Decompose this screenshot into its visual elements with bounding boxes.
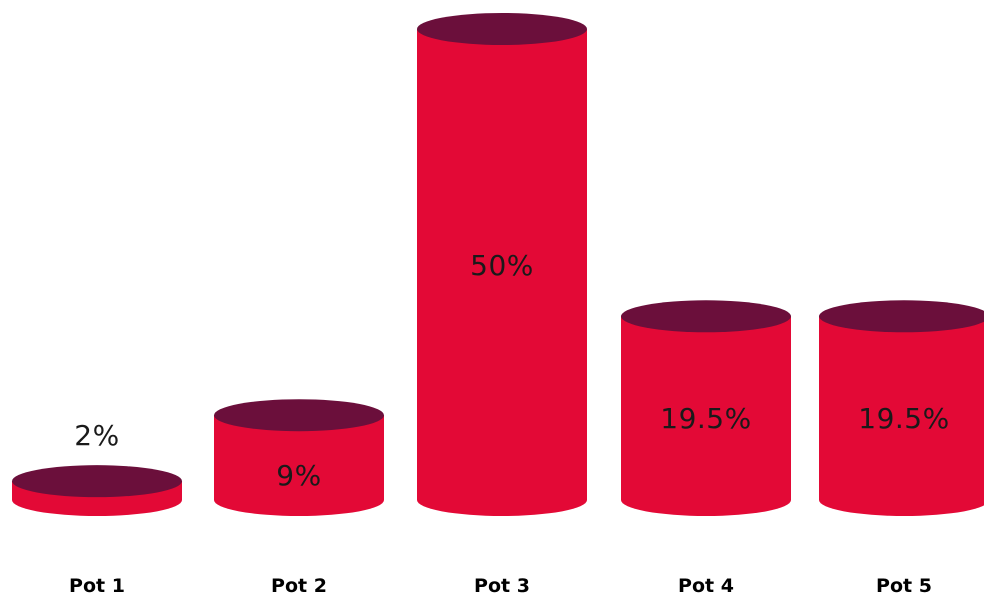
category-label: Pot 2 xyxy=(271,575,327,593)
category-label: Pot 1 xyxy=(69,575,125,593)
category-label: Pot 3 xyxy=(474,575,530,593)
cylinder-bar: 50% xyxy=(417,13,587,516)
cylinder-top xyxy=(214,399,384,432)
bar-value-label: 50% xyxy=(470,249,534,282)
cylinder-bar: 2% xyxy=(12,419,182,516)
cylinder-body xyxy=(417,29,587,516)
bar-value-label: 19.5% xyxy=(660,402,751,435)
bar-value-label: 19.5% xyxy=(858,402,949,435)
cylinder-top xyxy=(12,465,182,498)
cylinder-body xyxy=(214,415,384,516)
cylinder-body xyxy=(621,316,791,516)
cylinder-bar: 9% xyxy=(214,399,384,516)
bar-value-label: 9% xyxy=(276,459,321,492)
bars-group: 2% 9% 50% 19.5% 19.5% xyxy=(12,13,984,516)
cylinder-bar: 19.5% xyxy=(621,300,791,516)
cylinder-top xyxy=(819,300,984,333)
category-label: Pot 4 xyxy=(678,575,734,593)
bar-value-label: 2% xyxy=(74,419,119,452)
cylinder-bar: 19.5% xyxy=(819,300,984,516)
category-label: Pot 5 xyxy=(876,575,932,593)
cylinder-body xyxy=(819,316,984,516)
cylinder-top xyxy=(621,300,791,333)
cylinder-top xyxy=(417,13,587,45)
category-labels-group: Pot 1 Pot 2 Pot 3 Pot 4 Pot 5 xyxy=(69,575,932,593)
